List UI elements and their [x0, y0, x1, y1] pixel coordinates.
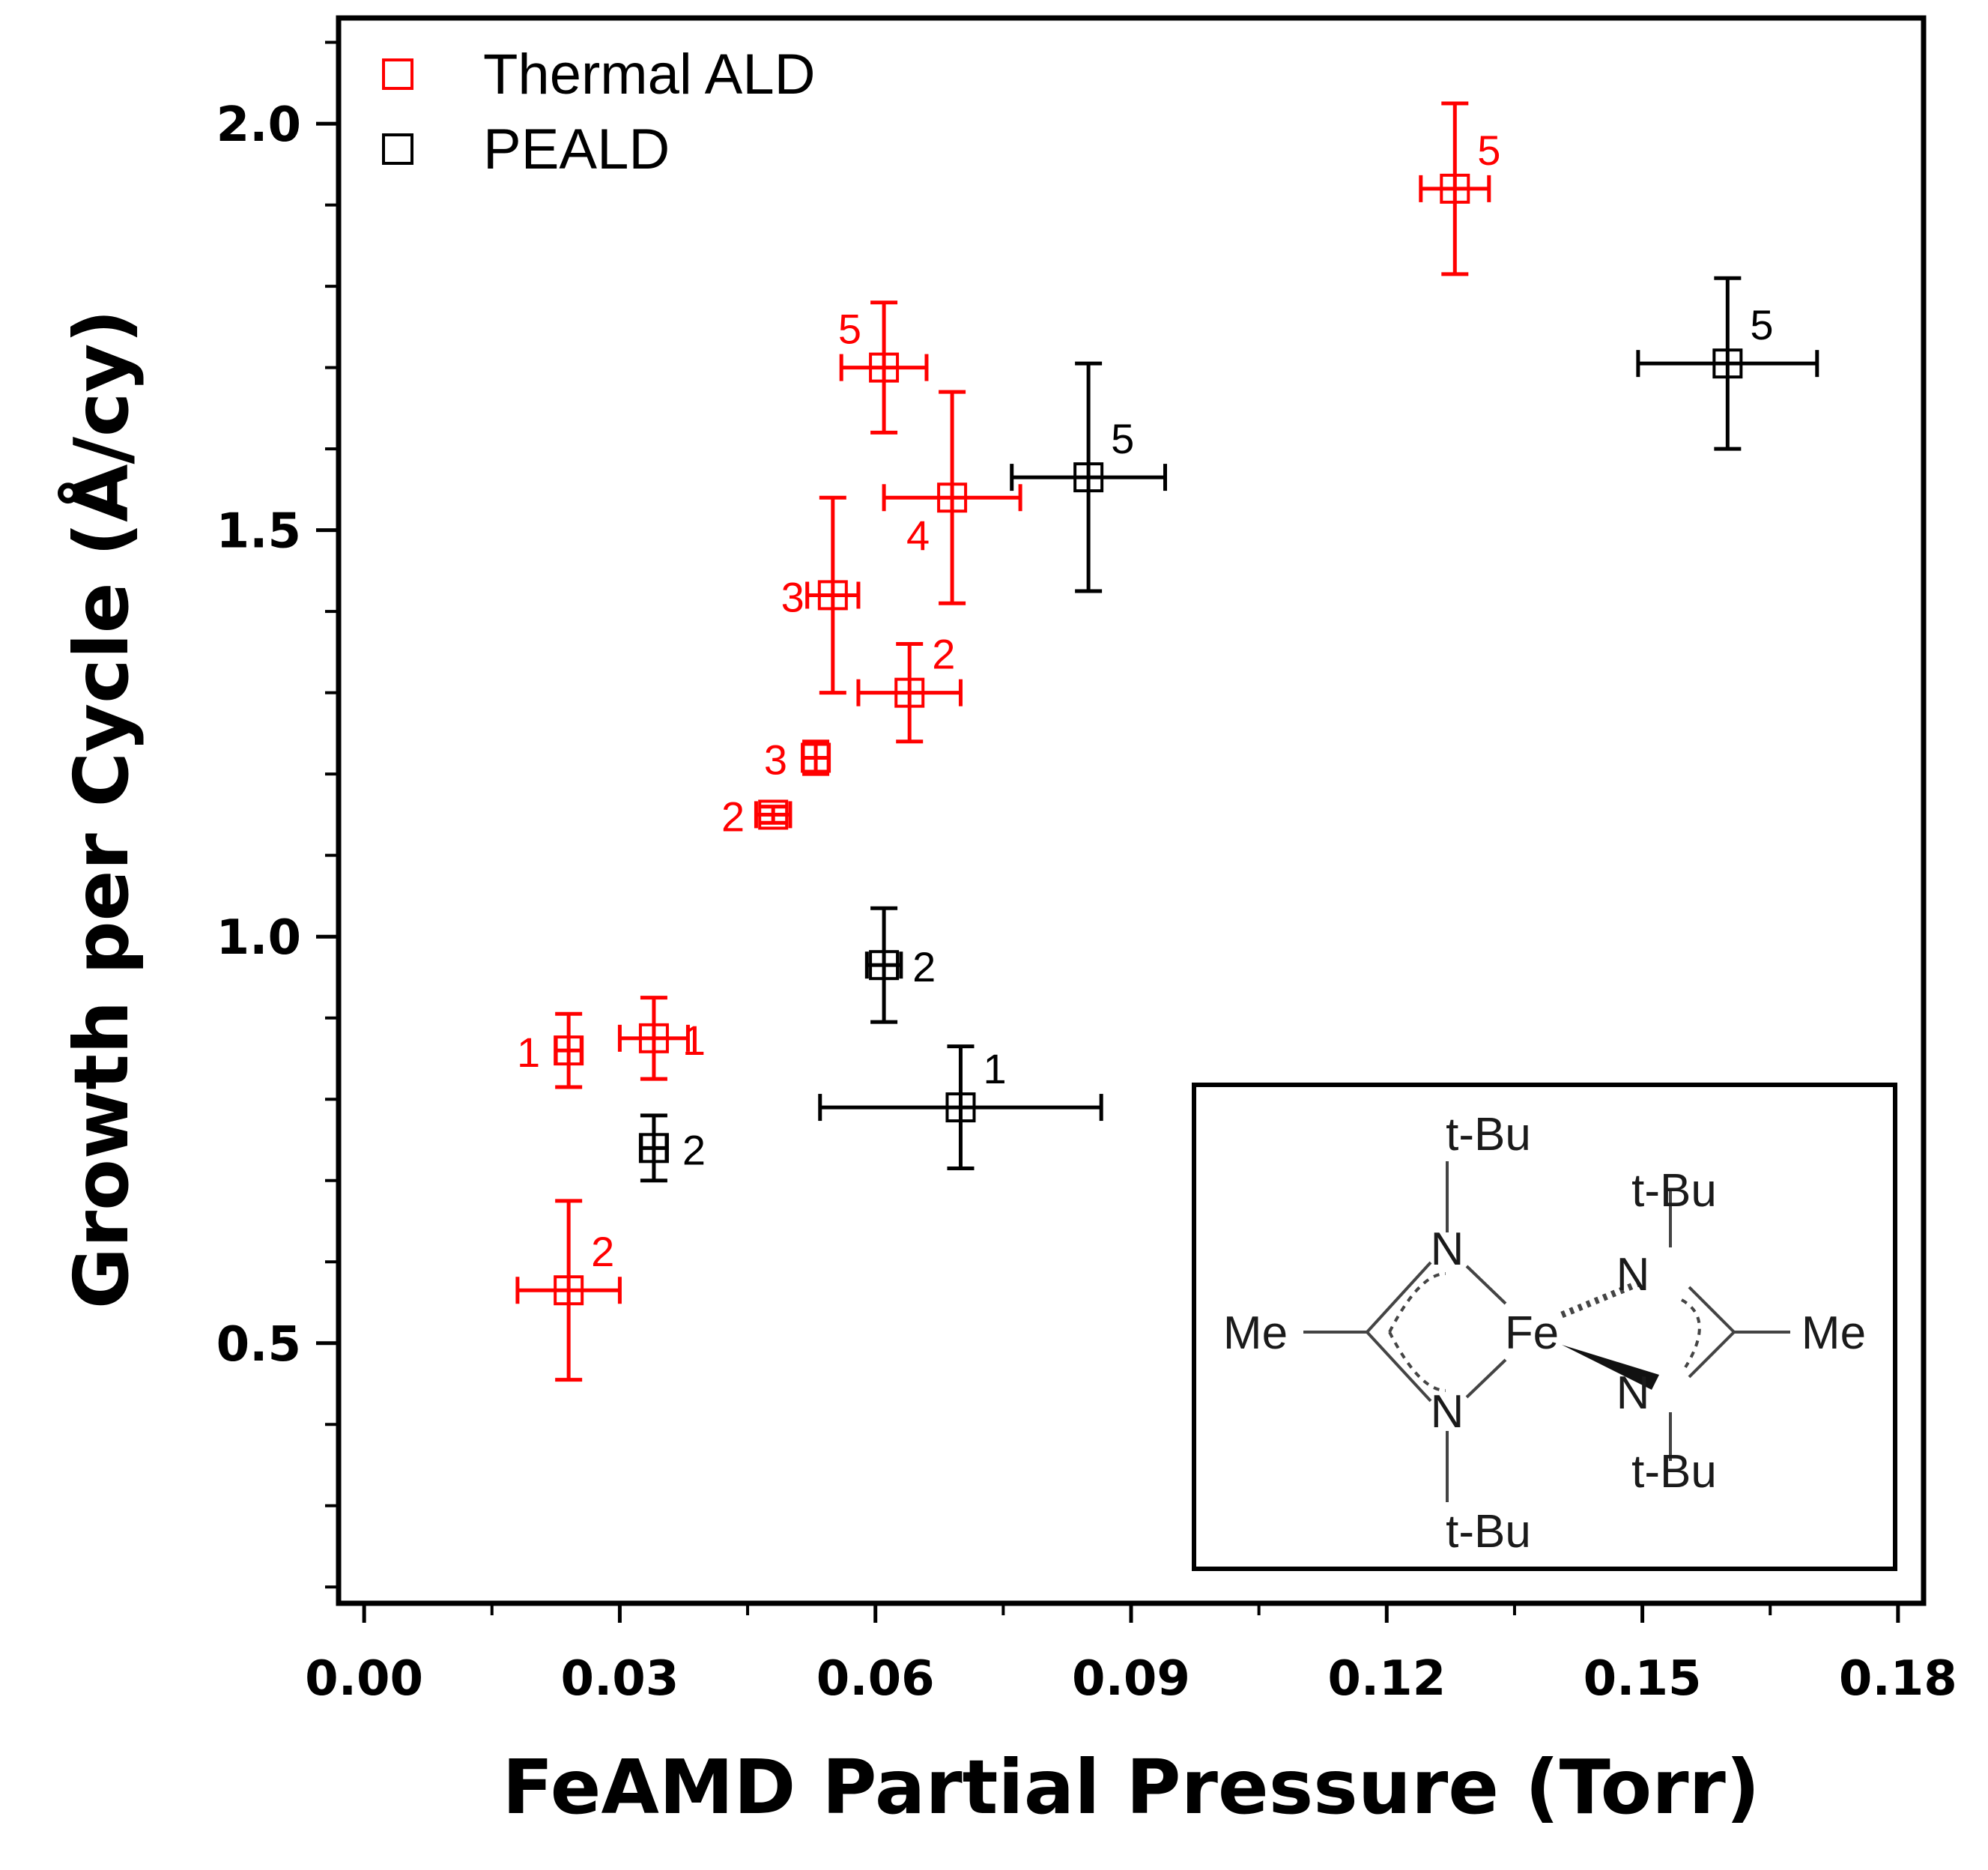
inset-frame: [1192, 1083, 1897, 1571]
x-tick-label: 0.00: [305, 1651, 423, 1707]
point-label: 5: [838, 306, 861, 353]
x-tick-label: 0.12: [1327, 1651, 1446, 1707]
data-point-peald: 1: [818, 1044, 1103, 1170]
y-tick-label: 0.5: [216, 1317, 301, 1373]
bond-line: [1465, 1358, 1507, 1399]
y-axis-title: Growth per Cycle (Å/cy): [58, 309, 145, 1309]
inset-label-me-right: Me: [1801, 1307, 1866, 1359]
legend-marker-peald: [382, 133, 413, 165]
point-marker: [801, 742, 831, 773]
delocalized-arc: [1388, 1272, 1446, 1392]
data-point-thermal-ald: 1: [517, 1011, 584, 1089]
point-marker: [758, 799, 789, 830]
point-label: 2: [682, 1126, 706, 1173]
inset-label-tbu-top-right: t-Bu: [1631, 1165, 1717, 1217]
legend: Thermal ALD PEALD: [382, 43, 816, 181]
inset-label-n-bottom-right: N: [1616, 1367, 1650, 1419]
legend-label-peald: PEALD: [483, 118, 670, 181]
inset-label-fe: Fe: [1505, 1307, 1559, 1359]
y-tick-label: 2.0: [216, 97, 301, 153]
bond-line: [1688, 1331, 1736, 1379]
data-point-thermal-ald: 4: [882, 390, 1022, 605]
point-marker: [894, 677, 925, 708]
bond-line: [1366, 1261, 1432, 1334]
point-label: 2: [721, 793, 745, 840]
x-tick-label: 0.09: [1072, 1651, 1190, 1707]
point-label: 5: [1750, 301, 1773, 348]
plot-frame: [336, 15, 1927, 1606]
point-marker: [638, 1023, 669, 1053]
hashed-bond: [1560, 1277, 1646, 1319]
data-point-thermal-ald: 5: [838, 300, 929, 435]
inset-label-tbu-bottom-left: t-Bu: [1446, 1506, 1531, 1558]
x-axis-title: FeAMD Partial Pressure (Torr): [502, 1743, 1760, 1831]
data-point-thermal-ald: 2: [721, 793, 793, 840]
x-tick-label: 0.03: [560, 1651, 679, 1707]
y-tick-label: 1.5: [216, 504, 301, 560]
data-point-thermal-ald: 2: [856, 631, 963, 744]
ticks-layer: 0.00 0.03 0.06 0.09 0.12 0.15 0.18 0.5 1.0 1.5 2.0: [216, 40, 1957, 1707]
data-point-peald: 2: [638, 1113, 706, 1183]
point-label: 1: [983, 1045, 1006, 1092]
legend-marker-thermal-ald: [382, 58, 413, 90]
data-point-thermal-ald: 3: [764, 736, 831, 783]
point-label: 3: [781, 573, 804, 620]
point-label: 2: [932, 631, 955, 678]
inset-label-n-top-right: N: [1616, 1249, 1650, 1301]
bond-line: [1465, 1265, 1507, 1305]
point-marker: [1712, 348, 1743, 379]
data-point-thermal-ald: 5: [1419, 101, 1500, 276]
point-marker: [937, 482, 968, 513]
wedge-bond: [1562, 1345, 1659, 1390]
point-marker: [638, 1133, 669, 1164]
point-marker: [554, 1275, 584, 1306]
inset-label-tbu-bottom-right: t-Bu: [1631, 1446, 1717, 1498]
data-point-peald: 2: [864, 906, 936, 1024]
point-label: 2: [591, 1228, 614, 1275]
inset-molecule: t-Bu N Me Fe N t-Bu t-Bu N Me N t-Bu: [1192, 1083, 1897, 1571]
inset-label-n-bottom-left: N: [1431, 1386, 1464, 1438]
point-label: 1: [682, 1017, 706, 1064]
data-point-peald: 5: [1636, 276, 1819, 451]
x-tick-label: 0.15: [1584, 1651, 1702, 1707]
x-tick-label: 0.18: [1839, 1651, 1957, 1707]
point-label: 4: [906, 512, 930, 559]
point-marker: [1073, 462, 1104, 493]
point-label: 3: [764, 736, 787, 783]
data-point-thermal-ald: 2: [515, 1199, 622, 1382]
point-marker: [869, 950, 900, 981]
point-marker: [554, 1035, 584, 1066]
x-tick-label: 0.06: [816, 1651, 935, 1707]
inset-label-tbu-top-left: t-Bu: [1446, 1109, 1531, 1161]
data-point-thermal-ald: 1: [617, 996, 706, 1081]
data-point-thermal-ald: 3: [781, 495, 861, 695]
point-label: 2: [912, 943, 936, 990]
molecule-bonds: [1303, 1161, 1790, 1502]
point-marker: [945, 1092, 976, 1123]
bond-line: [1688, 1286, 1736, 1334]
y-tick-label: 1.0: [216, 910, 301, 966]
point-marker: [869, 352, 900, 383]
legend-label-thermal-ald: Thermal ALD: [483, 43, 816, 106]
inset-label-me-left: Me: [1223, 1307, 1288, 1359]
point-marker: [817, 580, 848, 611]
inset-label-n-top-left: N: [1431, 1223, 1464, 1275]
point-label: 1: [517, 1029, 540, 1076]
data-point-peald: 5: [1010, 361, 1168, 593]
point-marker: [1440, 173, 1470, 204]
point-label: 5: [1477, 127, 1500, 174]
bond-line: [1366, 1331, 1432, 1402]
point-label: 5: [1111, 415, 1134, 462]
